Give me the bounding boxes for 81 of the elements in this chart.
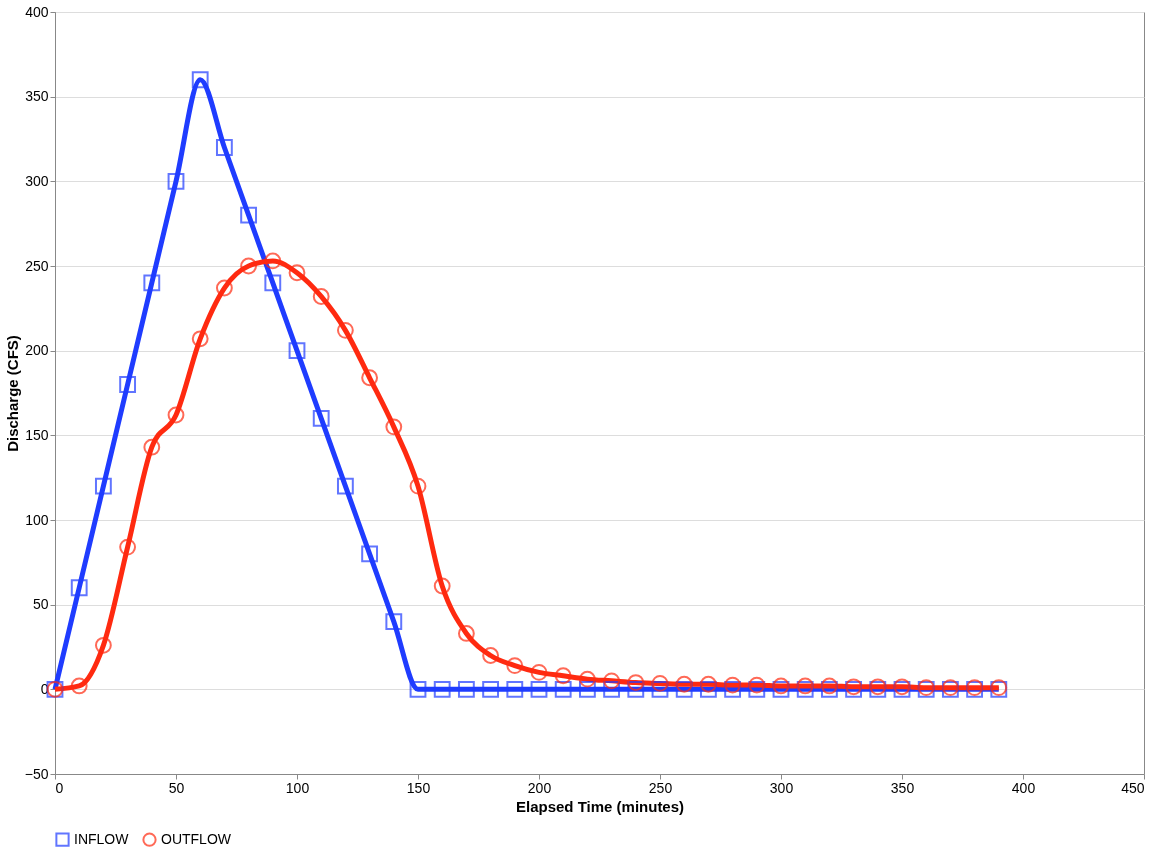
point	[724, 676, 742, 694]
point	[336, 477, 354, 495]
x-tick-label: 350	[890, 779, 915, 796]
point	[554, 667, 572, 685]
point	[603, 680, 621, 698]
point	[215, 139, 233, 156]
point	[530, 680, 548, 698]
legend-label: INFLOW	[74, 830, 130, 847]
point	[288, 342, 306, 360]
point	[143, 274, 161, 292]
point	[361, 369, 379, 387]
y-tick-label: 350	[25, 88, 49, 105]
point	[385, 613, 403, 631]
point	[70, 677, 88, 695]
point	[264, 274, 282, 292]
point	[748, 680, 766, 698]
point	[336, 321, 354, 339]
point	[627, 680, 645, 698]
point	[699, 675, 717, 693]
x-tick-label: 150	[406, 779, 431, 796]
y-axis-title: Discharge (CFS)	[3, 335, 21, 452]
point	[530, 664, 548, 681]
point	[506, 680, 524, 698]
y-tick-label: 250	[25, 257, 49, 274]
point	[288, 264, 306, 282]
point	[361, 545, 379, 563]
y-tick-label: 400	[25, 3, 49, 20]
y-tick-label: 200	[25, 342, 49, 359]
point	[457, 680, 475, 698]
point	[167, 172, 185, 190]
x-tick-label: 300	[769, 779, 794, 796]
point	[699, 680, 717, 698]
point	[482, 647, 500, 664]
point	[215, 279, 233, 297]
point	[191, 71, 209, 89]
point	[409, 477, 427, 495]
x-axis-title: Elapsed Time (minutes)	[515, 797, 685, 815]
point	[578, 680, 596, 698]
point	[675, 680, 693, 698]
point	[433, 577, 451, 595]
point	[433, 680, 451, 698]
legend-label: OUTFLOW	[161, 830, 232, 847]
point	[578, 670, 596, 688]
y-tick-label: 50	[32, 596, 49, 613]
point	[264, 252, 282, 270]
point	[675, 675, 693, 693]
point	[191, 330, 209, 348]
x-tick-label: 0	[55, 779, 64, 796]
point	[119, 376, 137, 393]
y-tick-label: 150	[25, 426, 49, 443]
point	[627, 674, 645, 691]
point	[457, 625, 475, 642]
x-tick-label: 100	[285, 779, 310, 796]
x-tick-label: 250	[648, 779, 673, 796]
point	[724, 680, 742, 698]
point	[385, 418, 403, 436]
x-tick-label: 50	[168, 779, 185, 796]
y-tick-label: −50	[24, 765, 49, 782]
point	[506, 657, 524, 675]
x-tick-label: 450	[1121, 779, 1145, 796]
point	[651, 680, 669, 698]
point	[94, 636, 112, 654]
point	[94, 477, 112, 495]
point	[312, 409, 330, 427]
x-tick-label: 400	[1011, 779, 1036, 796]
point	[748, 676, 766, 694]
y-tick-label: 100	[25, 511, 49, 528]
point	[312, 288, 330, 305]
point	[651, 675, 669, 692]
point	[554, 680, 572, 698]
point	[409, 680, 427, 698]
point	[482, 680, 500, 698]
point	[143, 438, 161, 456]
point	[167, 406, 185, 424]
y-tick-label: 300	[25, 172, 49, 189]
point	[119, 538, 137, 556]
point	[240, 257, 258, 275]
point	[70, 579, 88, 597]
point	[240, 206, 258, 224]
point	[603, 672, 621, 690]
x-tick-label: 200	[527, 779, 552, 796]
